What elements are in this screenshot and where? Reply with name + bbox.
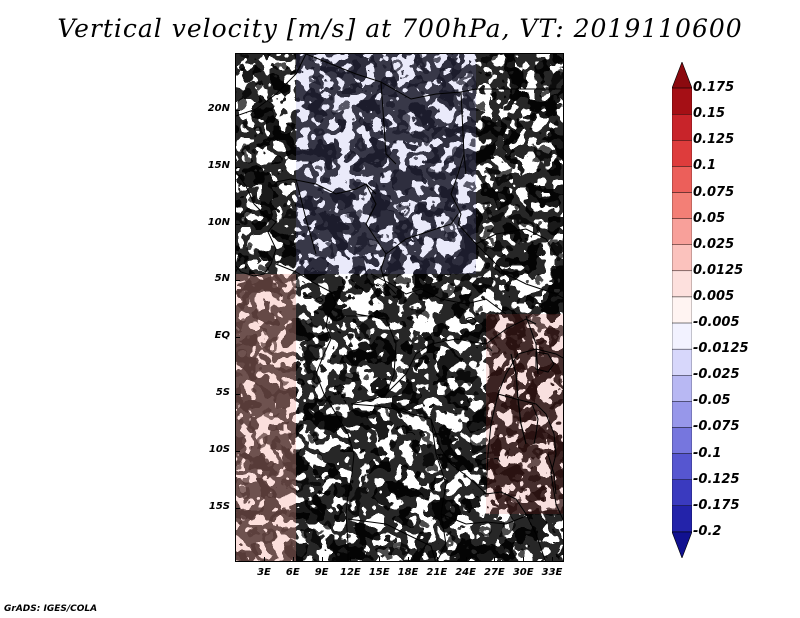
colorbar-label: -0.005 [693, 315, 740, 331]
lon-label: 3E [257, 567, 271, 578]
lon-tick [465, 557, 467, 562]
lat-label: 5S [215, 387, 230, 398]
colorbar-band [672, 270, 692, 298]
lon-label: 12E [340, 567, 361, 578]
lon-label: 33E [541, 567, 563, 578]
colorbar-band [672, 375, 692, 402]
colorbar-band [672, 218, 692, 245]
colorbar-label: 0.1 [693, 158, 717, 174]
colorbar-top-arrow [672, 62, 692, 89]
lon-tick [436, 557, 438, 562]
lat-tick [235, 507, 240, 509]
colorbar-label: -0.1 [693, 445, 722, 461]
colorbar-label: 0.175 [693, 80, 735, 96]
colorbar-label: -0.2 [693, 523, 722, 539]
map-title: Vertical velocity [m/s] at 700hPa, VT: 2… [57, 14, 743, 43]
lat-tick [235, 337, 240, 339]
velocity-field [236, 54, 563, 561]
colorbar-band [672, 401, 692, 428]
lon-tick [552, 557, 553, 562]
colorbar-label: -0.075 [693, 419, 740, 435]
lon-label: 15E [368, 567, 390, 578]
lat-tick [235, 110, 240, 111]
lon-tick [321, 557, 323, 562]
lat-label: 20N [207, 103, 230, 114]
lat-tick [235, 166, 240, 168]
colorbar-band [672, 244, 692, 272]
colorbar-band [672, 322, 692, 350]
lat-label: 15N [207, 159, 230, 171]
colorbar-label: 0.005 [693, 288, 735, 304]
colorbar-band [672, 505, 692, 533]
colorbar-label: 0.025 [693, 236, 735, 252]
lon-tick [379, 557, 381, 562]
colorbar-label: 0.125 [693, 132, 735, 148]
lon-label: 21E [426, 567, 448, 578]
lon-tick [408, 557, 409, 562]
colorbar-band [672, 348, 692, 376]
lon-label: 27E [484, 567, 505, 578]
lon-tick [350, 557, 352, 562]
lon-label: 30E [512, 567, 534, 578]
lat-label: 5N [214, 273, 230, 285]
colorbar-band [672, 453, 692, 480]
lat-tick [235, 394, 240, 395]
colorbar-label: -0.175 [693, 497, 740, 513]
colorbar-label: -0.025 [693, 367, 740, 383]
map-panel [235, 53, 564, 562]
lon-label: 6E [285, 567, 300, 578]
lat-label: EQ [214, 330, 230, 342]
lon-tick [264, 557, 265, 562]
colorbar-label: 0.075 [693, 184, 735, 200]
grads-credit: GrADS: IGES/COLA [4, 604, 98, 614]
colorbar-label: -0.05 [693, 393, 731, 409]
colorbar-label: 0.0125 [693, 262, 744, 278]
colorbar-bottom-arrow [672, 531, 692, 558]
colorbar-band [672, 87, 692, 115]
colorbar-band [672, 114, 692, 141]
colorbar-band [672, 427, 692, 454]
lat-tick [235, 223, 240, 225]
lat-tick [235, 450, 240, 452]
lon-label: 18E [397, 567, 419, 578]
lon-tick [523, 557, 525, 562]
colorbar-label: -0.0125 [693, 341, 749, 357]
lon-label: 24E [455, 567, 476, 578]
colorbar-band [672, 140, 692, 167]
lon-label: 9E [314, 567, 329, 578]
colorbar [672, 62, 692, 558]
colorbar-band [672, 479, 692, 506]
colorbar-band [672, 166, 692, 193]
colorbar-label: -0.125 [693, 471, 740, 487]
lat-tick [235, 280, 240, 282]
lon-tick [494, 557, 496, 562]
lat-label: 10N [207, 216, 230, 228]
lon-tick [292, 557, 294, 562]
colorbar-band [672, 296, 692, 324]
colorbar-label: 0.15 [693, 106, 726, 122]
colorbar-label: 0.05 [693, 210, 726, 226]
colorbar-band [672, 192, 692, 219]
lat-label: 15S [208, 500, 230, 512]
lat-label: 10S [208, 443, 230, 455]
